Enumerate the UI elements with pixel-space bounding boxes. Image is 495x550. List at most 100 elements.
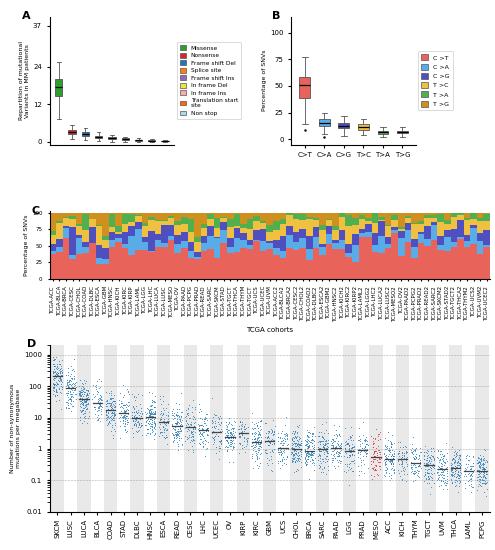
Point bbox=[111, 426, 119, 435]
Point bbox=[474, 472, 482, 481]
Point bbox=[105, 416, 113, 425]
Point bbox=[227, 427, 235, 436]
Point bbox=[387, 438, 395, 447]
Point bbox=[316, 450, 324, 459]
Bar bbox=[214, 212, 220, 218]
Point bbox=[204, 426, 212, 434]
Point bbox=[289, 444, 297, 453]
Point bbox=[354, 461, 362, 470]
Point bbox=[123, 404, 131, 413]
Point bbox=[203, 424, 211, 432]
Point bbox=[275, 448, 283, 457]
Point bbox=[163, 425, 171, 434]
PathPatch shape bbox=[378, 131, 388, 134]
Point bbox=[332, 449, 340, 458]
Point bbox=[389, 459, 396, 468]
Point bbox=[185, 413, 193, 422]
Text: D: D bbox=[27, 339, 37, 349]
Point bbox=[318, 432, 326, 441]
Point bbox=[464, 477, 472, 486]
Bar bbox=[135, 212, 142, 216]
Point bbox=[209, 412, 217, 421]
Point bbox=[357, 447, 365, 455]
Point bbox=[266, 438, 274, 447]
Point bbox=[291, 458, 299, 467]
Point bbox=[424, 446, 432, 455]
Point bbox=[225, 419, 233, 427]
Point bbox=[106, 401, 114, 410]
Point bbox=[455, 471, 463, 480]
Point bbox=[64, 386, 72, 395]
Point bbox=[66, 395, 74, 404]
Point bbox=[276, 434, 284, 443]
Bar bbox=[194, 242, 201, 251]
Point bbox=[477, 461, 485, 470]
Point bbox=[129, 403, 137, 411]
Point bbox=[68, 375, 76, 383]
Point bbox=[408, 439, 416, 448]
Point bbox=[261, 432, 269, 441]
Point bbox=[203, 425, 211, 434]
Point bbox=[375, 454, 383, 463]
Point bbox=[265, 437, 273, 446]
Point bbox=[369, 450, 377, 459]
Point bbox=[146, 409, 153, 417]
Point bbox=[168, 411, 176, 420]
Point bbox=[116, 413, 124, 422]
Point bbox=[420, 459, 428, 468]
Point bbox=[283, 440, 291, 449]
Point bbox=[447, 464, 455, 473]
Point bbox=[197, 434, 205, 443]
Point bbox=[196, 413, 204, 422]
Point bbox=[315, 427, 323, 436]
Point bbox=[82, 397, 90, 405]
Point bbox=[308, 449, 316, 458]
Point bbox=[347, 450, 355, 459]
Point bbox=[248, 430, 256, 438]
Point bbox=[208, 415, 216, 424]
Point bbox=[66, 388, 74, 397]
Point bbox=[447, 466, 455, 475]
Point bbox=[124, 405, 132, 414]
Point bbox=[251, 424, 259, 432]
Point bbox=[296, 451, 303, 460]
Point bbox=[443, 465, 451, 474]
Bar bbox=[378, 217, 385, 220]
Point bbox=[210, 432, 218, 441]
Point bbox=[79, 379, 87, 388]
Bar bbox=[365, 224, 372, 232]
Point bbox=[294, 451, 302, 460]
Point bbox=[211, 416, 219, 425]
Point bbox=[267, 435, 275, 444]
Point bbox=[54, 368, 62, 377]
Point bbox=[424, 462, 432, 471]
Point bbox=[225, 432, 233, 441]
Point bbox=[397, 453, 405, 461]
Point bbox=[477, 456, 485, 465]
Point bbox=[93, 387, 101, 395]
Point bbox=[328, 438, 336, 447]
Point bbox=[263, 449, 271, 458]
Point bbox=[188, 403, 196, 411]
Point bbox=[412, 468, 420, 476]
Point bbox=[188, 427, 196, 436]
Point bbox=[76, 387, 84, 395]
Point bbox=[461, 478, 469, 487]
Point bbox=[66, 395, 74, 404]
Text: B: B bbox=[272, 12, 281, 21]
Point bbox=[150, 403, 158, 411]
Point bbox=[465, 455, 473, 464]
Point bbox=[467, 470, 475, 478]
Bar bbox=[188, 242, 194, 251]
Point bbox=[477, 468, 485, 476]
Point bbox=[355, 470, 363, 479]
Point bbox=[386, 448, 394, 456]
Point bbox=[117, 397, 125, 405]
Point bbox=[479, 463, 487, 471]
Point bbox=[429, 453, 437, 461]
Point bbox=[388, 470, 396, 479]
Point bbox=[156, 428, 164, 437]
Point bbox=[75, 382, 83, 391]
Point bbox=[168, 429, 176, 438]
Point bbox=[185, 431, 193, 439]
